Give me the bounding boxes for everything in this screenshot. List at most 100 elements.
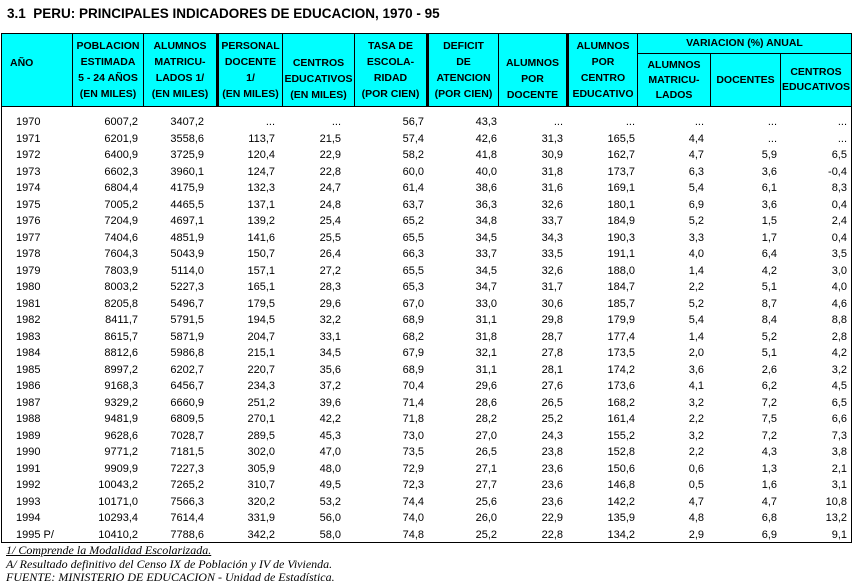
value-cell: 72,9 xyxy=(402,462,424,475)
value-cell: 72,3 xyxy=(402,479,424,491)
value-cell: 4,1 xyxy=(688,380,704,392)
value-cell: 31,7 xyxy=(541,281,563,293)
value-cell: 5496,7 xyxy=(170,297,204,310)
value-cell: 7404,6 xyxy=(104,231,138,244)
value-cell: 24,7 xyxy=(319,182,341,194)
value-cell: 179,5 xyxy=(247,297,275,310)
value-cell: 157,1 xyxy=(247,264,275,277)
value-cell: 31,6 xyxy=(541,182,563,194)
table-body: 1970 6007,2 3407,2...... 56,7 43,3..........… xyxy=(2,107,851,542)
value-cell: 33,1 xyxy=(319,330,341,343)
value-cell: 71,8 xyxy=(402,413,424,425)
value-cell: 24,3 xyxy=(541,429,563,442)
table-row: 1988 9481,9 6809,5 270,1 42,2 71,8 28,2 25,2 161… xyxy=(2,411,851,428)
value-cell: 8003,2 xyxy=(104,281,138,293)
page-title: 3.1 PERU: PRINCIPALES INDICADORES DE EDU… xyxy=(7,6,440,21)
value-cell: 150,6 xyxy=(607,462,635,475)
header-deficit-atencion: DEFICIT DE ATENCION (POR CIEN) xyxy=(429,34,499,106)
value-cell: 3558,6 xyxy=(170,132,204,145)
value-cell: ... xyxy=(625,116,635,128)
value-cell: 5,9 xyxy=(761,149,777,161)
value-cell: 331,9 xyxy=(247,512,275,524)
value-cell: 302,0 xyxy=(247,446,275,458)
value-cell: 7265,2 xyxy=(170,479,204,491)
value-cell: 23,6 xyxy=(541,462,563,475)
table-row: 1992 10043,2 7265,2 310,7 49,5 72,3 27,7 23,6 14… xyxy=(2,477,851,494)
value-cell: 215,1 xyxy=(247,347,275,359)
value-cell: 23,6 xyxy=(541,495,563,508)
value-cell: 8997,2 xyxy=(104,363,138,376)
year-cell: 1991 xyxy=(16,462,41,475)
value-cell: 43,3 xyxy=(475,116,497,128)
value-cell: 3,3 xyxy=(688,231,704,244)
value-cell: 13,2 xyxy=(825,512,847,524)
table-row: 1970 6007,2 3407,2...... 56,7 43,3..........… xyxy=(2,114,851,131)
value-cell: 0,4 xyxy=(831,231,847,244)
value-cell: ... xyxy=(837,132,847,145)
table-row: 1979 7803,9 5114,0 157,1 27,2 65,5 34,5 32,6 188… xyxy=(2,263,851,280)
year-cell: 1979 xyxy=(16,264,41,277)
value-cell: 320,2 xyxy=(247,495,275,508)
value-cell: 4,7 xyxy=(761,495,777,508)
table-row: 1990 9771,2 7181,5 302,0 47,0 73,5 26,5 23,8 152… xyxy=(2,444,851,461)
year-cell: 1978 xyxy=(16,248,41,260)
value-cell: 10171,0 xyxy=(98,495,138,508)
value-cell: 31,3 xyxy=(541,132,563,145)
value-cell: 7604,3 xyxy=(104,248,138,260)
value-cell: 35,6 xyxy=(319,363,341,376)
value-cell: 28,3 xyxy=(319,281,341,293)
value-cell: 2,0 xyxy=(688,347,704,359)
footnote-2: A/ Resultado definitivo del Censo IX de … xyxy=(6,556,333,571)
value-cell: 6660,9 xyxy=(170,396,204,409)
value-cell: 68,2 xyxy=(402,330,424,343)
value-cell: 162,7 xyxy=(607,149,635,161)
table-row: 1986 9168,3 6456,7 234,3 37,2 70,4 29,6 27,6 173… xyxy=(2,378,851,395)
value-cell: 27,0 xyxy=(475,429,497,442)
value-cell: 61,4 xyxy=(402,182,424,194)
year-cell: 1993 xyxy=(16,495,41,508)
value-cell: 251,2 xyxy=(247,396,275,409)
value-cell: 33,7 xyxy=(541,215,563,227)
value-cell: 3960,1 xyxy=(170,165,204,178)
value-cell: 29,6 xyxy=(475,380,497,392)
value-cell: 3,2 xyxy=(831,363,847,376)
value-cell: 179,9 xyxy=(607,314,635,326)
value-cell: 10,8 xyxy=(825,495,847,508)
value-cell: 6400,9 xyxy=(104,149,138,161)
value-cell: 24,8 xyxy=(319,198,341,211)
table-row: 1983 8615,7 5871,9 204,7 33,1 68,2 31,8 28,7 177… xyxy=(2,329,851,346)
value-cell: 74,8 xyxy=(402,528,424,541)
header-alumnos-por-docente: ALUMNOS POR DOCENTE xyxy=(499,34,569,106)
value-cell: 3725,9 xyxy=(170,149,204,161)
value-cell: 49,5 xyxy=(319,479,341,491)
table-row: 1975 7005,2 4465,5 137,1 24,8 63,7 36,3 32,6 180… xyxy=(2,197,851,214)
value-cell: 5,1 xyxy=(761,347,777,359)
value-cell: 2,9 xyxy=(688,528,704,541)
header-var-docentes: DOCENTES xyxy=(711,54,781,106)
table-row: 1977 7404,6 4851,9 141,6 25,5 65,5 34,5 34,3 190… xyxy=(2,230,851,247)
value-cell: 5227,3 xyxy=(170,281,204,293)
value-cell: 28,7 xyxy=(541,330,563,343)
header-alumnos-matriculados: ALUMNOS MATRICU- LADOS 1/ (EN MILES) xyxy=(144,34,219,106)
value-cell: 34,3 xyxy=(541,231,563,244)
value-cell: 174,2 xyxy=(607,363,635,376)
value-cell: 22,9 xyxy=(541,512,563,524)
value-cell: 184,7 xyxy=(607,281,635,293)
value-cell: -0,4 xyxy=(828,165,847,178)
value-cell: 65,2 xyxy=(402,215,424,227)
value-cell: 4,7 xyxy=(688,149,704,161)
value-cell: 7204,9 xyxy=(104,215,138,227)
value-cell: 41,8 xyxy=(475,149,497,161)
value-cell: 1,6 xyxy=(761,479,777,491)
value-cell: 4,3 xyxy=(761,446,777,458)
value-cell: 68,9 xyxy=(402,314,424,326)
table-row: 1978 7604,3 5043,9 150,7 26,4 66,3 33,7 33,5 191… xyxy=(2,246,851,263)
table-row: 1993 10171,0 7566,3 320,2 53,2 74,4 25,6 23,6 14… xyxy=(2,494,851,511)
table-row: 1974 6804,4 4175,9 132,3 24,7 61,4 38,6 31,6 169… xyxy=(2,180,851,197)
value-cell: 4,2 xyxy=(831,347,847,359)
value-cell: 7,2 xyxy=(761,429,777,442)
value-cell: 3,8 xyxy=(831,446,847,458)
value-cell: 73,5 xyxy=(402,446,424,458)
value-cell: 5,2 xyxy=(761,330,777,343)
value-cell: 9771,2 xyxy=(104,446,138,458)
